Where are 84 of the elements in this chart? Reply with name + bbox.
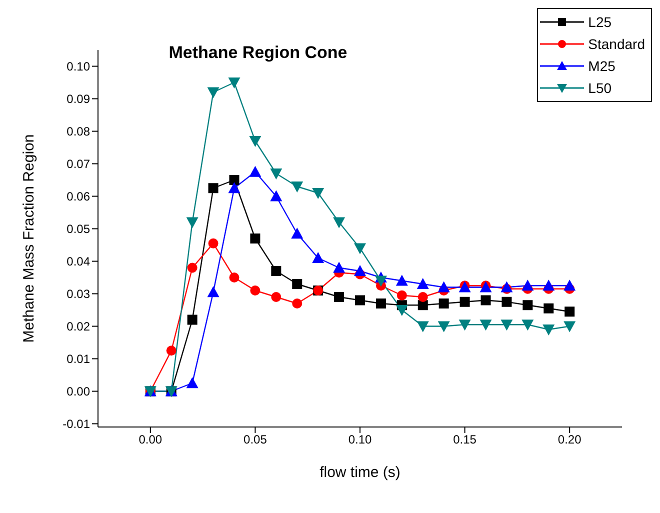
y-tick-label: 0.05 [66, 222, 90, 236]
y-tick-label: 0.09 [66, 92, 90, 106]
point [438, 281, 450, 292]
point [416, 321, 429, 332]
point [312, 188, 324, 199]
point [166, 346, 176, 356]
point [396, 290, 407, 300]
point [333, 262, 346, 273]
y-tick-label: 0.07 [66, 157, 90, 172]
point [500, 320, 513, 331]
legend-label: Standard [588, 36, 645, 52]
legend-label: M25 [588, 58, 616, 74]
point [291, 182, 304, 192]
point [502, 296, 512, 307]
point [438, 321, 450, 332]
point [564, 306, 575, 317]
point [207, 286, 220, 298]
point [208, 183, 218, 194]
point [438, 298, 449, 308]
point [229, 175, 240, 185]
point [354, 243, 366, 254]
y-tick-label: 0.01 [66, 352, 90, 366]
y-tick-label: 0.00 [66, 384, 90, 399]
x-axis-title: flow time (s) [320, 464, 400, 481]
point [270, 168, 282, 180]
point [249, 166, 262, 177]
point [376, 298, 386, 308]
point [186, 217, 198, 228]
point [250, 286, 260, 296]
point [228, 78, 240, 88]
point [416, 278, 429, 289]
point [522, 280, 534, 291]
point [291, 228, 304, 239]
point [271, 266, 282, 276]
point [480, 320, 492, 331]
point [312, 252, 324, 263]
point [207, 87, 220, 98]
y-axis-title: Methane Mass Fraction Region [20, 134, 38, 343]
point [228, 182, 240, 194]
y-tick-label: 0.08 [66, 124, 90, 139]
y-tick-label: 0.06 [66, 190, 90, 204]
point [186, 377, 198, 388]
x-tick-label: 0.05 [244, 432, 268, 447]
point [522, 300, 533, 310]
x-tick-label: 0.15 [453, 432, 477, 447]
legend-label: L50 [588, 80, 612, 96]
x-tick-label: 0.10 [348, 432, 372, 447]
y-tick-label: -0.01 [62, 417, 90, 432]
y-tick-label: 0.03 [66, 287, 90, 302]
point [396, 305, 408, 316]
point [418, 292, 428, 302]
point [208, 238, 218, 248]
point [187, 262, 198, 273]
point [292, 279, 302, 289]
point [396, 274, 408, 286]
point [374, 276, 387, 287]
point [187, 314, 198, 325]
point [249, 136, 262, 147]
chart-title: Methane Region Cone [168, 43, 348, 62]
point [355, 295, 365, 306]
point [542, 280, 555, 291]
point [458, 320, 471, 331]
y-tick-label: 0.10 [66, 60, 90, 74]
point [542, 324, 555, 336]
x-tick-label: 0.00 [138, 432, 162, 447]
point [500, 281, 513, 292]
point [292, 298, 302, 308]
point [229, 272, 240, 282]
point [460, 296, 470, 307]
point [333, 217, 346, 228]
point [334, 292, 344, 302]
y-tick-label: 0.02 [66, 320, 90, 334]
point [250, 234, 260, 244]
point [564, 321, 576, 332]
point [544, 303, 554, 314]
point [271, 292, 282, 302]
x-tick-label: 0.20 [558, 432, 582, 447]
point [522, 320, 534, 331]
point [564, 280, 576, 291]
point [480, 295, 491, 306]
point [354, 265, 366, 276]
legend-label: L25 [588, 14, 612, 30]
y-tick-label: 0.04 [66, 254, 90, 269]
point [270, 190, 282, 202]
